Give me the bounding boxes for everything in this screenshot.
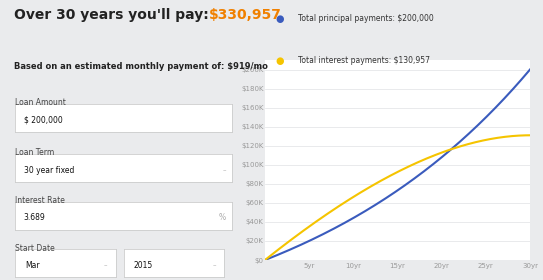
Text: Total principal payments: $200,000: Total principal payments: $200,000	[298, 14, 433, 23]
Text: $ 200,000: $ 200,000	[24, 115, 62, 124]
Text: Over 30 years you'll pay:: Over 30 years you'll pay:	[14, 8, 213, 22]
Text: Loan Amount: Loan Amount	[15, 98, 66, 107]
Text: %: %	[219, 213, 226, 222]
Text: ●: ●	[276, 14, 285, 24]
Text: Based on an estimated monthly payment of: $919/mo: Based on an estimated monthly payment of…	[14, 62, 268, 71]
Text: 2015: 2015	[134, 261, 153, 270]
Text: ●: ●	[276, 56, 285, 66]
Text: Total interest payments: $130,957: Total interest payments: $130,957	[298, 56, 430, 65]
Text: –: –	[104, 262, 108, 269]
Text: $330,957: $330,957	[209, 8, 282, 22]
Text: Mar: Mar	[25, 261, 40, 270]
Text: Loan Term: Loan Term	[15, 148, 54, 157]
Text: 3.689: 3.689	[24, 213, 46, 222]
Text: –: –	[213, 262, 216, 269]
Text: 30 year fixed: 30 year fixed	[24, 166, 74, 175]
Text: –: –	[223, 167, 226, 173]
Text: Start Date: Start Date	[15, 244, 55, 253]
Text: Interest Rate: Interest Rate	[15, 196, 65, 205]
